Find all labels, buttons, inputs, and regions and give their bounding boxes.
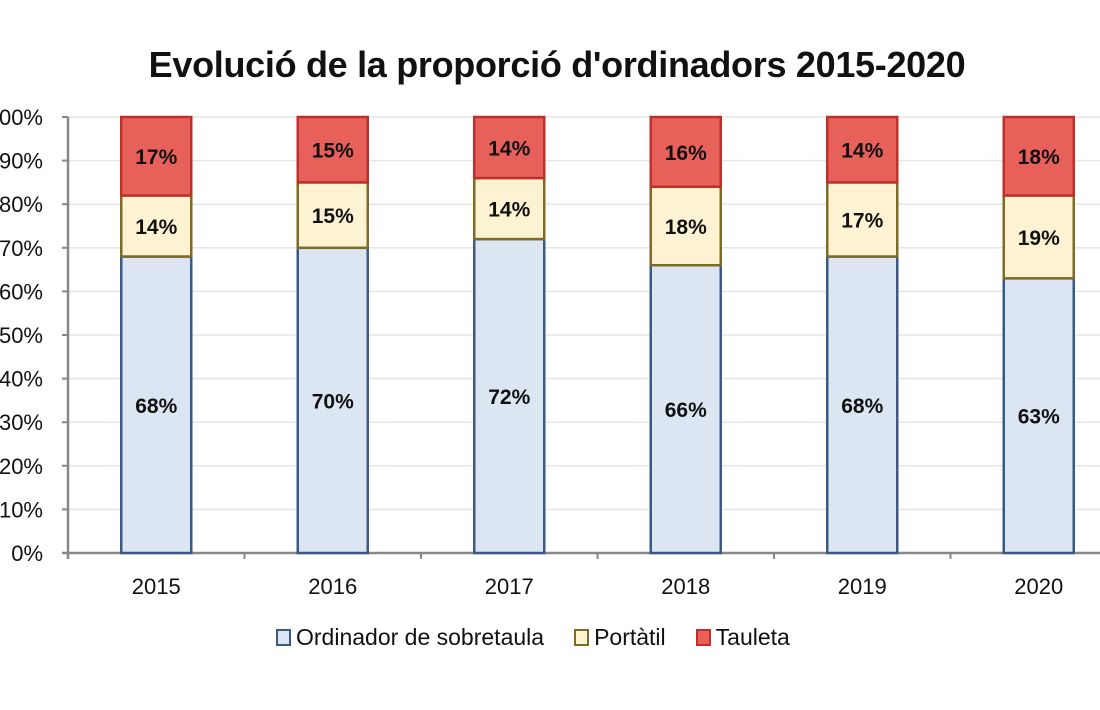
x-tick-label: 2019 <box>838 574 887 599</box>
data-label: 17% <box>841 209 883 232</box>
x-tick-label: 2017 <box>485 574 534 599</box>
bar-segment-1 <box>1002 194 1075 280</box>
data-label: 14% <box>488 138 530 161</box>
bar-segment-1 <box>120 194 193 258</box>
data-label: 16% <box>665 142 707 165</box>
data-label: 14% <box>841 140 883 163</box>
data-label: 72% <box>488 386 530 409</box>
legend-item-desktop: Ordinador de sobretaula <box>276 624 544 651</box>
y-tick-label: 20% <box>0 454 43 479</box>
y-tick-label: 30% <box>0 410 43 435</box>
bar-segment-0 <box>826 255 899 555</box>
y-tick-label: 60% <box>0 279 43 304</box>
y-tick-label: 100% <box>0 105 43 130</box>
data-label: 14% <box>135 216 177 239</box>
bar-segment-2 <box>473 115 546 180</box>
y-tick-label: 70% <box>0 236 43 261</box>
data-label: 19% <box>1018 227 1060 250</box>
data-label: 63% <box>1018 406 1060 429</box>
data-label: 66% <box>665 399 707 422</box>
data-label: 68% <box>841 395 883 418</box>
bar-segment-2 <box>1002 115 1075 197</box>
y-tick-label: 0% <box>11 541 43 566</box>
legend-item-laptop: Portàtil <box>574 624 666 651</box>
legend-label: Ordinador de sobretaula <box>296 624 545 650</box>
legend-label: Portàtil <box>594 624 666 650</box>
legend: Ordinador de sobretaula Portàtil Tauleta <box>276 624 820 651</box>
bar-segment-2 <box>296 115 369 184</box>
legend-swatch <box>695 629 711 646</box>
bar-segment-1 <box>826 181 899 258</box>
data-label: 15% <box>312 140 354 163</box>
data-label: 18% <box>1018 146 1060 169</box>
bar-segment-0 <box>1002 277 1075 555</box>
legend-swatch <box>574 629 590 646</box>
bar-segment-1 <box>296 181 369 250</box>
x-tick-label: 2015 <box>132 574 181 599</box>
data-label: 18% <box>665 216 707 239</box>
bar-segment-0 <box>120 255 193 555</box>
data-label: 17% <box>135 146 177 169</box>
bar-segment-2 <box>826 115 899 184</box>
data-label: 15% <box>312 205 354 228</box>
y-tick-label: 40% <box>0 367 43 392</box>
x-tick-label: 2020 <box>1014 574 1063 599</box>
legend-label: Tauleta <box>715 624 790 650</box>
legend-item-tablet: Tauleta <box>695 624 790 651</box>
y-tick-label: 50% <box>0 323 43 348</box>
y-tick-label: 80% <box>0 192 43 217</box>
data-label: 14% <box>488 199 530 222</box>
bar-segment-2 <box>120 115 193 197</box>
legend-swatch <box>276 629 291 646</box>
data-label: 70% <box>312 390 354 413</box>
bar-segment-2 <box>649 115 722 189</box>
bar-segment-0 <box>649 263 722 555</box>
x-tick-label: 2016 <box>308 574 357 599</box>
y-tick-label: 90% <box>0 149 43 174</box>
y-tick-label: 10% <box>0 497 43 522</box>
chart-title: Evolució de la proporció d'ordinadors 20… <box>148 44 966 85</box>
data-label: 68% <box>135 395 177 418</box>
bar-segment-0 <box>473 237 546 555</box>
x-tick-label: 2018 <box>661 574 710 599</box>
